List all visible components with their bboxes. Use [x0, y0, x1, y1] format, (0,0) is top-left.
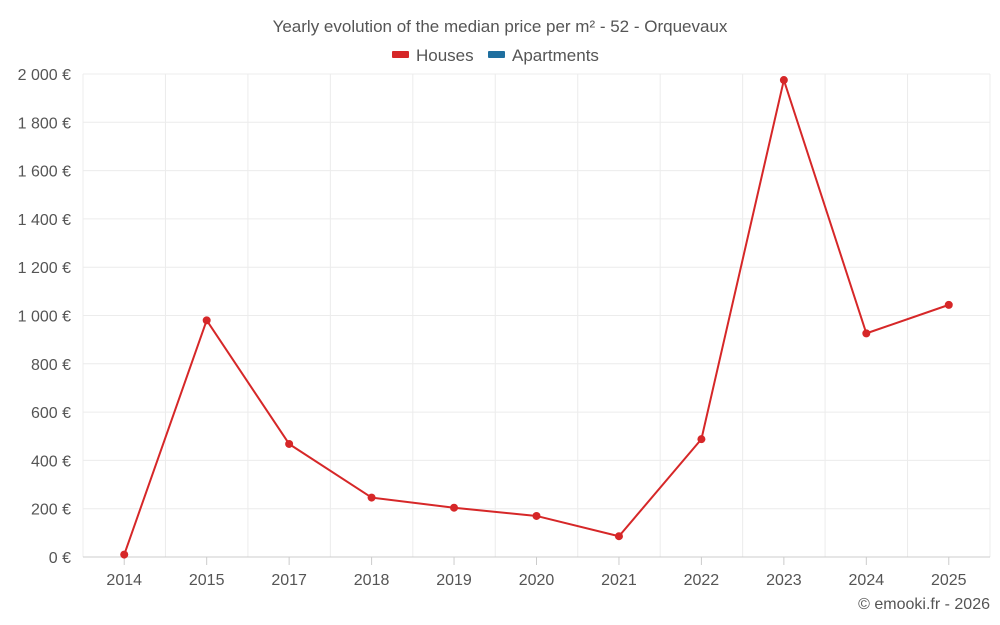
data-point-2022[interactable]: [697, 435, 706, 444]
y-tick-label: 800 €: [31, 357, 71, 374]
x-tick-label: 2024: [849, 572, 885, 589]
y-tick-label: 1 000 €: [18, 309, 71, 326]
credit-text: © emooki.fr - 2026: [858, 596, 990, 613]
x-tick-label: 2023: [766, 572, 802, 589]
y-tick-label: 1 800 €: [18, 115, 71, 132]
x-tick-label: 2019: [436, 572, 472, 589]
x-tick-label: 2015: [189, 572, 225, 589]
y-tick-label: 1 200 €: [18, 260, 71, 277]
x-tick-label: 2017: [271, 572, 307, 589]
data-point-2014[interactable]: [120, 550, 129, 559]
legend-label-houses[interactable]: Houses: [416, 46, 474, 65]
y-tick-label: 200 €: [31, 502, 71, 519]
grid: [82, 73, 991, 557]
x-axis-ticks: 2014 2015 2017 2018 2019 2020 2021 2022 2023 2024…: [106, 557, 967, 589]
legend: Houses Apartments: [392, 46, 599, 65]
y-tick-label: 2 000 €: [18, 67, 71, 84]
x-tick-label: 2020: [519, 572, 555, 589]
data-point-2024[interactable]: [862, 329, 871, 338]
y-axis-ticks: 0 € 200 € 400 € 600 € 800 € 1 000 € 1 200 € 1 4…: [18, 67, 71, 567]
data-point-2019[interactable]: [450, 503, 459, 512]
legend-swatch-houses: [392, 51, 409, 58]
x-tick-label: 2022: [684, 572, 720, 589]
data-point-2025[interactable]: [944, 300, 953, 309]
legend-label-apartments[interactable]: Apartments: [512, 46, 599, 65]
y-tick-label: 1 400 €: [18, 212, 71, 229]
data-point-2017[interactable]: [285, 439, 294, 448]
y-tick-label: 1 600 €: [18, 164, 71, 181]
chart-title: Yearly evolution of the median price per…: [273, 17, 728, 36]
data-point-2020[interactable]: [532, 511, 541, 520]
y-tick-label: 600 €: [31, 405, 71, 422]
data-point-2015[interactable]: [202, 316, 211, 325]
x-tick-label: 2025: [931, 572, 967, 589]
data-point-2023[interactable]: [779, 76, 788, 85]
x-tick-label: 2018: [354, 572, 390, 589]
data-point-2018[interactable]: [367, 493, 376, 502]
x-tick-label: 2021: [601, 572, 637, 589]
series-houses: [120, 76, 953, 559]
legend-swatch-apartments: [488, 51, 505, 58]
data-point-2021[interactable]: [614, 532, 623, 541]
y-tick-label: 0 €: [49, 550, 71, 567]
x-tick-label: 2014: [106, 572, 142, 589]
y-tick-label: 400 €: [31, 453, 71, 470]
